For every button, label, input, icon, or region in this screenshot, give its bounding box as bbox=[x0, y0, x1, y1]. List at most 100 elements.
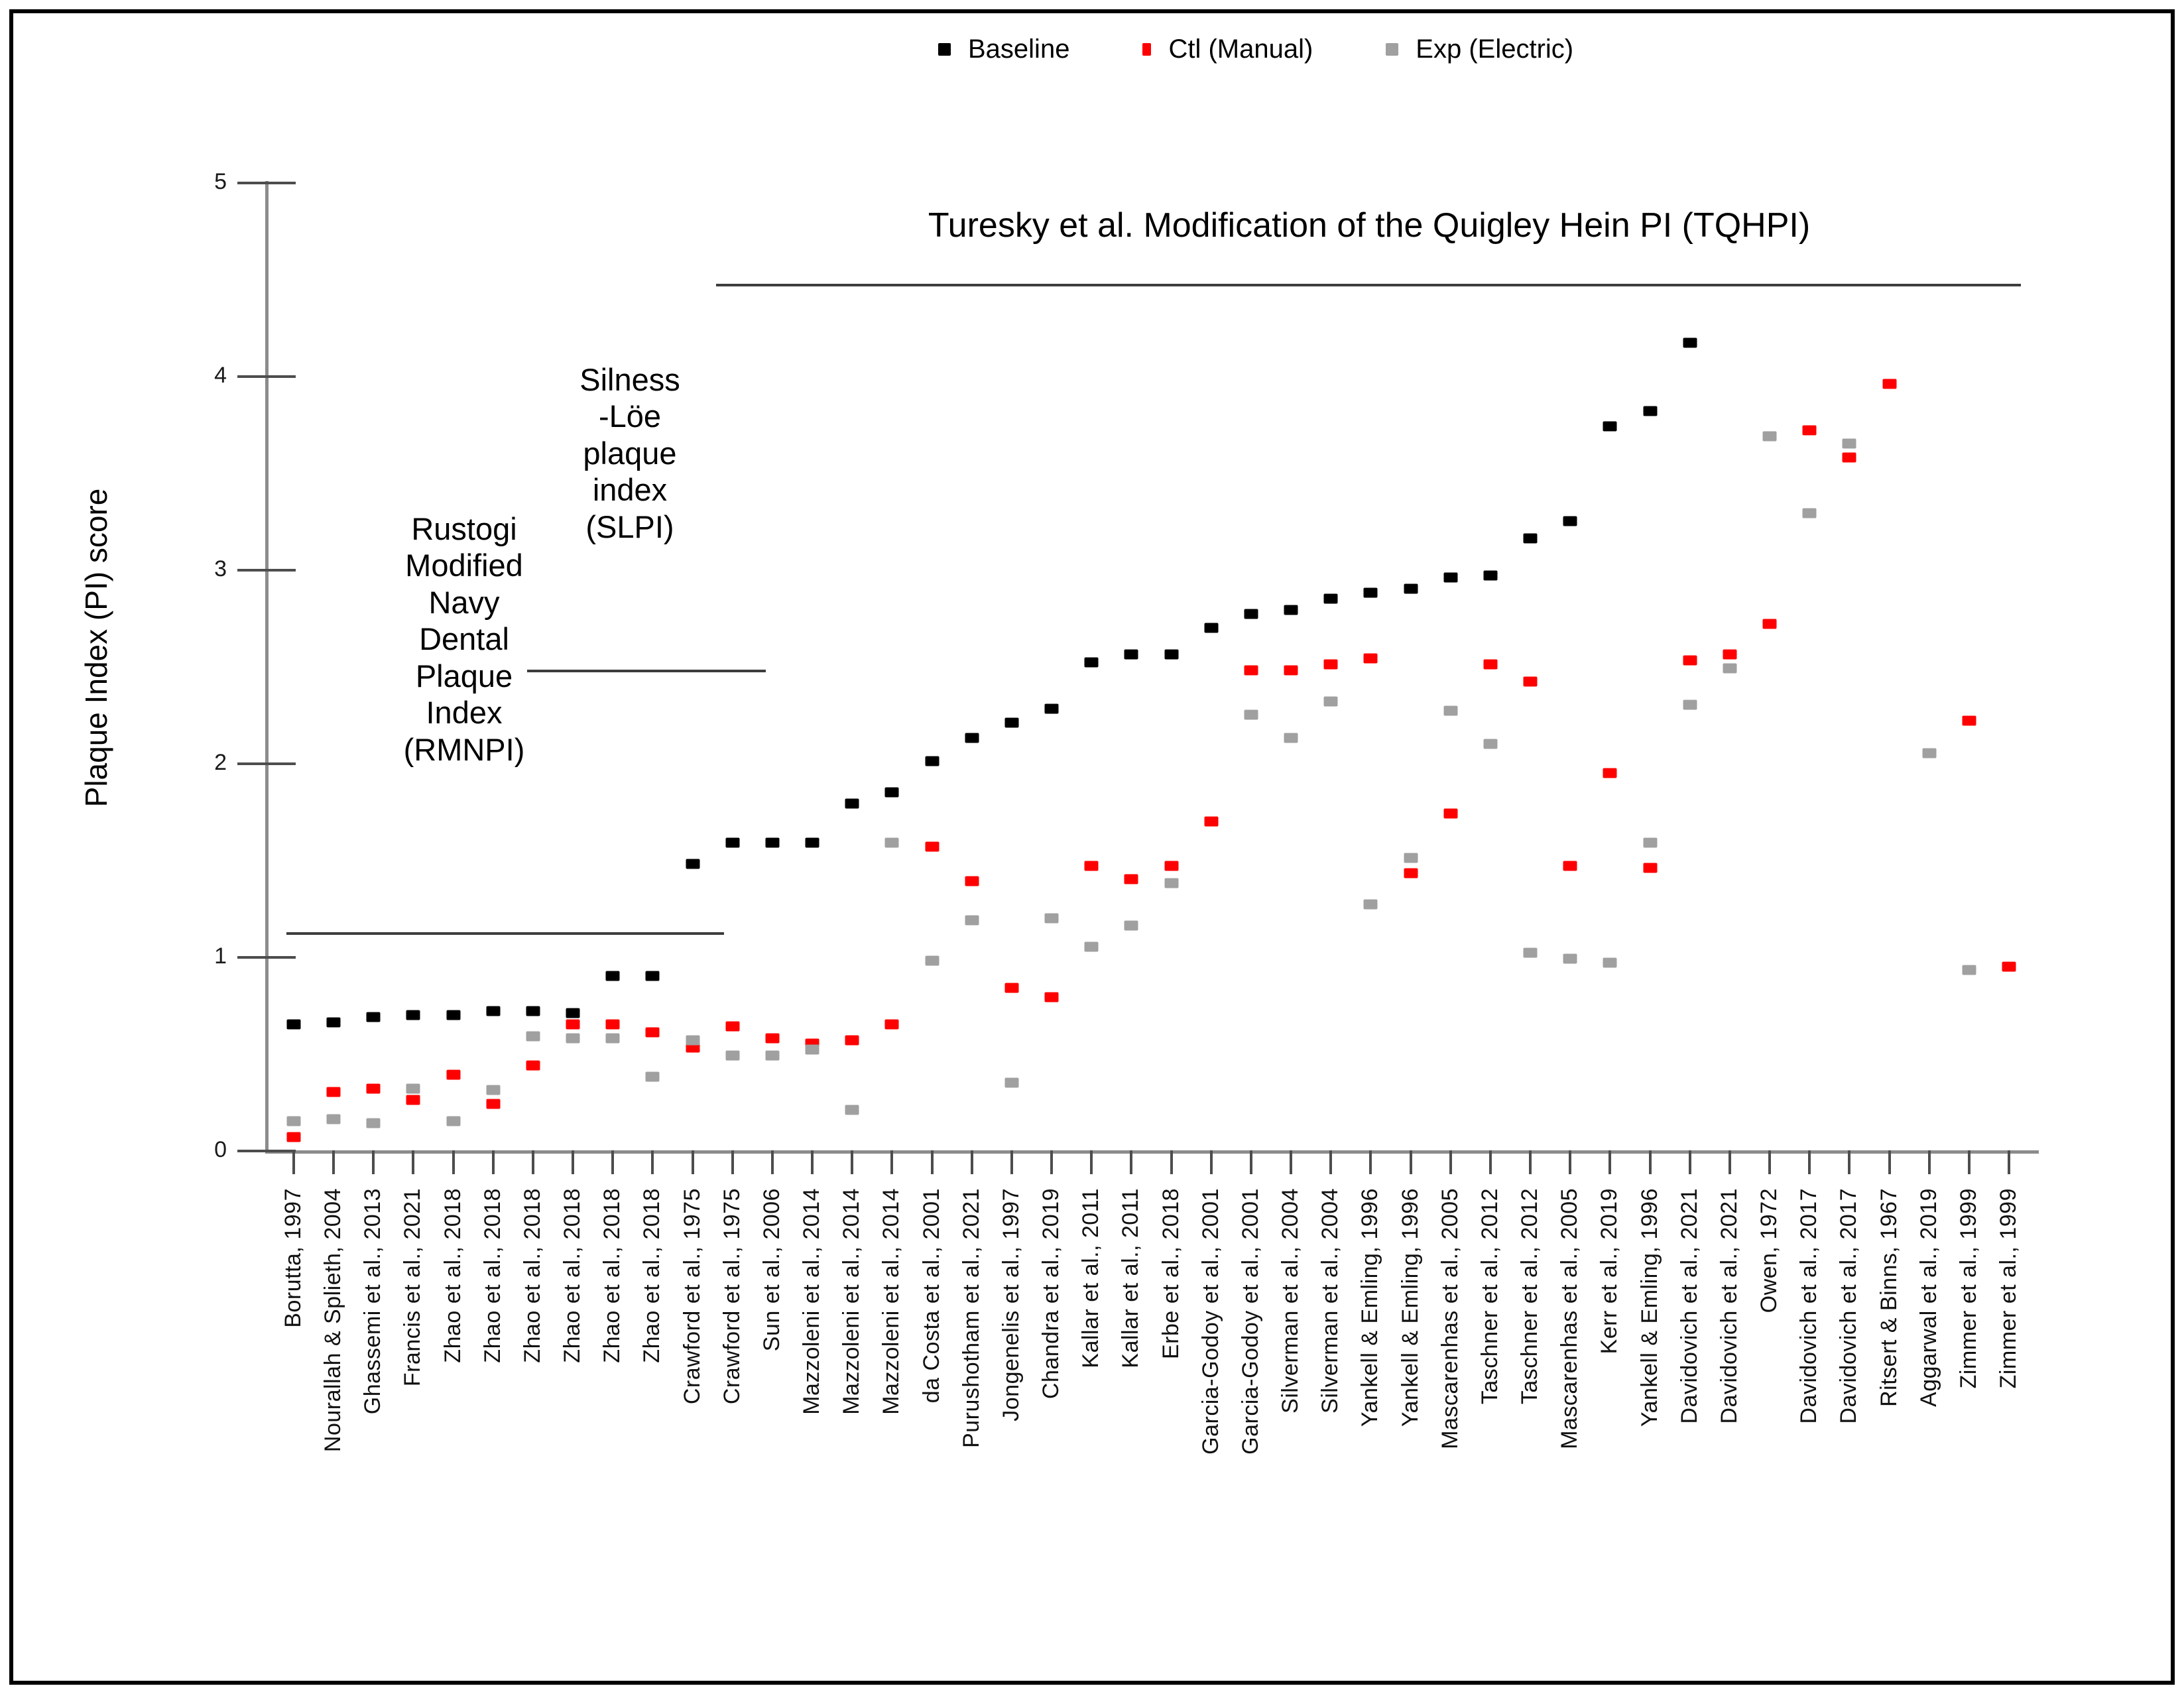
point-exp-electric- bbox=[1802, 508, 1817, 518]
point-baseline bbox=[925, 756, 940, 766]
x-category-label: Davidovich et al., 2021 bbox=[1716, 1188, 1742, 1424]
y-tick-label: 3 bbox=[214, 556, 227, 581]
point-baseline bbox=[366, 1012, 381, 1022]
y-tick-label: 5 bbox=[214, 169, 227, 194]
x-tick bbox=[1170, 1150, 1173, 1174]
x-category-label: Mazzoleni et al., 2014 bbox=[799, 1188, 825, 1415]
x-category-label: Davidovich et al., 2021 bbox=[1676, 1188, 1702, 1424]
annotation-line: -Löe bbox=[598, 398, 662, 434]
point-ctl-manual- bbox=[1284, 665, 1298, 676]
annotation-line: Silness bbox=[579, 362, 680, 397]
point-baseline bbox=[1443, 572, 1458, 583]
y-tick bbox=[237, 375, 296, 378]
point-ctl-manual- bbox=[1723, 649, 1737, 660]
x-category-label: Taschner et al., 2012 bbox=[1477, 1188, 1502, 1405]
point-exp-electric- bbox=[1363, 899, 1378, 910]
x-category-label: Kallar et al., 2011 bbox=[1078, 1188, 1104, 1368]
point-baseline bbox=[725, 837, 740, 848]
y-tick-label: 2 bbox=[214, 750, 227, 775]
x-tick bbox=[1329, 1150, 1333, 1174]
x-tick bbox=[1608, 1150, 1612, 1174]
y-tick bbox=[237, 1150, 296, 1152]
point-exp-electric- bbox=[1443, 705, 1458, 716]
legend-swatch-icon bbox=[1142, 43, 1152, 56]
point-ctl-manual- bbox=[1004, 983, 1019, 993]
x-tick bbox=[1688, 1150, 1691, 1174]
x-category-label: Davidovich et al., 2017 bbox=[1796, 1188, 1822, 1424]
x-category-label: Yankell & Emling, 1996 bbox=[1357, 1188, 1383, 1427]
x-tick bbox=[1290, 1150, 1293, 1174]
point-baseline bbox=[686, 859, 700, 869]
point-baseline bbox=[446, 1010, 461, 1020]
x-tick bbox=[372, 1150, 375, 1174]
x-tick bbox=[1488, 1150, 1492, 1174]
x-category-label: Mascarenhas et al., 2005 bbox=[1557, 1188, 1583, 1449]
annotation-line: Navy bbox=[428, 584, 500, 620]
point-baseline bbox=[884, 787, 899, 798]
annotation-slpi-underline bbox=[527, 670, 766, 672]
x-category-label: Owen, 1972 bbox=[1756, 1188, 1782, 1313]
annotation-rmnpi: Rustogi Modified Navy Dental Plaque Index (RMN… bbox=[312, 511, 617, 768]
annotation-line: index bbox=[592, 472, 668, 508]
x-category-label: Mascarenhas et al., 2005 bbox=[1437, 1188, 1463, 1449]
x-tick bbox=[572, 1150, 575, 1174]
annotation-tqhpi: Turesky et al. Modification of the Quigl… bbox=[928, 206, 1811, 245]
point-ctl-manual- bbox=[1084, 861, 1099, 871]
point-baseline bbox=[326, 1017, 341, 1028]
x-category-label: Mazzoleni et al., 2014 bbox=[839, 1188, 865, 1415]
point-exp-electric- bbox=[566, 1033, 580, 1044]
point-ctl-manual- bbox=[1603, 768, 1617, 778]
x-category-label: Nourallah & Splieth, 2004 bbox=[320, 1188, 346, 1453]
point-baseline bbox=[1683, 337, 1697, 348]
point-exp-electric- bbox=[1044, 913, 1059, 924]
point-ctl-manual- bbox=[406, 1095, 420, 1105]
y-tick bbox=[237, 182, 296, 184]
annotation-line: plaque bbox=[583, 435, 677, 471]
point-ctl-manual- bbox=[1643, 863, 1658, 873]
point-ctl-manual- bbox=[965, 876, 979, 886]
x-category-label: Ghassemi et al., 2013 bbox=[360, 1188, 386, 1415]
point-exp-electric- bbox=[1124, 920, 1138, 931]
point-ctl-manual- bbox=[366, 1083, 381, 1094]
point-ctl-manual- bbox=[1762, 619, 1777, 629]
y-tick bbox=[237, 569, 296, 572]
figure-border bbox=[9, 9, 2175, 1685]
point-ctl-manual- bbox=[1244, 665, 1258, 676]
point-exp-electric- bbox=[725, 1050, 740, 1061]
point-baseline bbox=[1404, 583, 1418, 594]
point-ctl-manual- bbox=[725, 1021, 740, 1032]
x-tick bbox=[491, 1150, 495, 1174]
point-baseline bbox=[1603, 421, 1617, 432]
x-tick bbox=[332, 1150, 335, 1174]
point-baseline bbox=[805, 837, 819, 848]
point-exp-electric- bbox=[1084, 941, 1099, 952]
x-category-label: Zimmer et al., 1999 bbox=[1955, 1188, 1981, 1389]
legend-label: Baseline bbox=[968, 34, 1070, 64]
x-tick bbox=[1768, 1150, 1772, 1174]
x-category-label: Yankell & Emling, 1996 bbox=[1397, 1188, 1423, 1427]
x-tick bbox=[292, 1150, 295, 1174]
annotation-line: Index bbox=[426, 695, 503, 731]
x-tick bbox=[1967, 1150, 1971, 1174]
point-ctl-manual- bbox=[1404, 868, 1418, 878]
point-ctl-manual- bbox=[446, 1069, 461, 1080]
point-exp-electric- bbox=[526, 1031, 540, 1042]
point-exp-electric- bbox=[805, 1044, 819, 1055]
x-category-label: Ritsert & Binns, 1967 bbox=[1876, 1188, 1902, 1407]
point-ctl-manual- bbox=[845, 1035, 859, 1046]
x-category-label: Silverman et al., 2004 bbox=[1317, 1188, 1343, 1414]
point-baseline bbox=[1643, 406, 1658, 416]
point-ctl-manual- bbox=[605, 1019, 620, 1030]
point-baseline bbox=[286, 1019, 301, 1030]
annotation-tqhpi-underline bbox=[716, 284, 2021, 286]
point-baseline bbox=[1204, 623, 1219, 633]
x-category-label: Borutta, 1997 bbox=[280, 1188, 306, 1328]
x-tick bbox=[1648, 1150, 1652, 1174]
x-category-label: Yankell & Emling, 1996 bbox=[1636, 1188, 1662, 1427]
point-baseline bbox=[566, 1008, 580, 1018]
point-exp-electric- bbox=[1323, 696, 1338, 707]
point-exp-electric- bbox=[1643, 837, 1658, 848]
point-ctl-manual- bbox=[286, 1132, 301, 1142]
annotation-slpi: Silness -Löe plaque index (SLPI) bbox=[491, 361, 769, 545]
point-ctl-manual- bbox=[1363, 653, 1378, 664]
